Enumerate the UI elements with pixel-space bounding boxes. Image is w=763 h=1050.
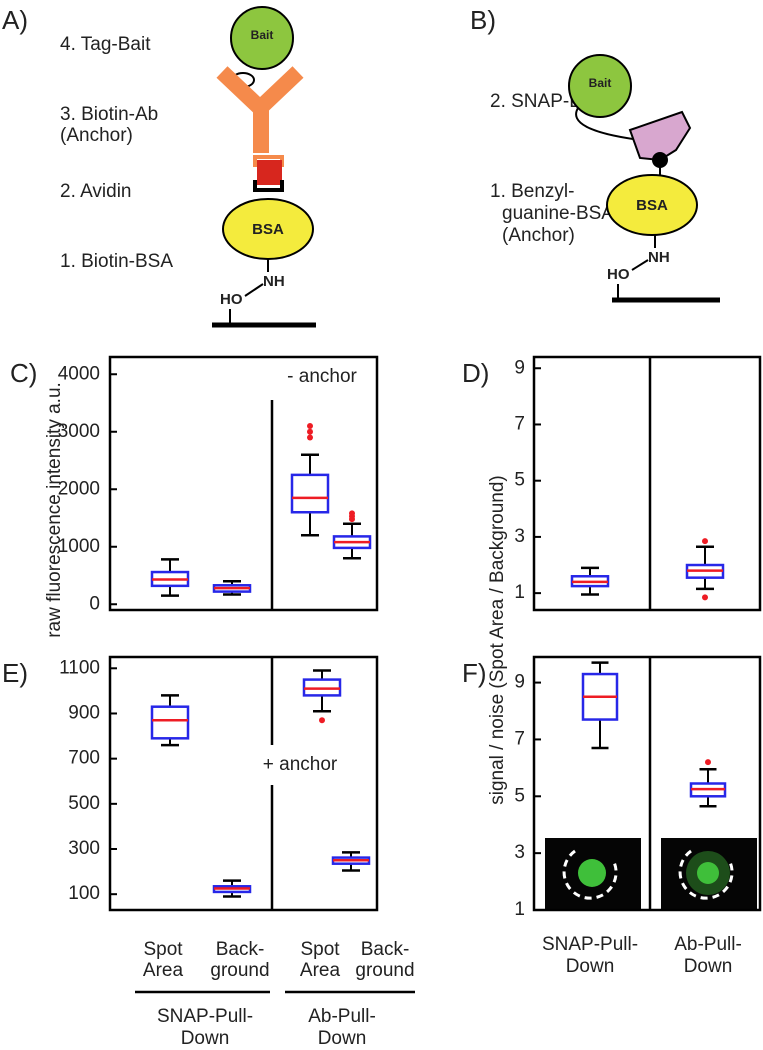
- label: 4. Tag-Bait: [60, 34, 151, 55]
- shape-label: Bait: [589, 76, 612, 90]
- bait-shape: [230, 6, 294, 70]
- plot-frame: [108, 655, 379, 912]
- label: 1. Benzyl-: [490, 181, 574, 202]
- y-tick-label: 100: [68, 883, 100, 904]
- y-tick-label: 3000: [58, 421, 100, 442]
- y-tick-label: 5: [514, 785, 525, 806]
- antibody: [216, 66, 304, 120]
- spot-outline: [562, 849, 618, 900]
- x-tick-label: Back-: [216, 939, 265, 960]
- chem-label: NH: [648, 249, 670, 266]
- y-tick-label: 9: [514, 672, 525, 693]
- y-tick-label: 900: [68, 702, 100, 723]
- panel-letter: F): [462, 658, 487, 688]
- antibody-stem: [253, 105, 269, 153]
- box: [290, 473, 330, 514]
- group-label: SNAP-Pull-: [157, 1006, 253, 1027]
- chem-label: HO: [607, 266, 630, 283]
- group-label: Down: [181, 1028, 230, 1049]
- schematic-a: A) 4. Tag-Bait 3. Biotin-Ab (Anchor) 2. …: [2, 5, 316, 328]
- linker: [575, 107, 641, 141]
- label: 1. Biotin-BSA: [60, 251, 173, 272]
- y-axis-label: raw fluorescence intensity a.u.: [44, 382, 65, 638]
- y-tick-label: 1100: [59, 657, 100, 678]
- x-tick-label: Spot: [300, 939, 340, 960]
- y-tick-label: 0: [89, 593, 100, 614]
- shape-label: Bait: [251, 28, 274, 42]
- y-tick-label: 9: [514, 357, 525, 378]
- outlier: [349, 510, 355, 517]
- outlier: [702, 594, 708, 601]
- x-tick-label: Area: [143, 960, 184, 981]
- panel-letter: A): [2, 5, 28, 35]
- y-tick-label: 2000: [58, 478, 100, 499]
- x-tick-label: Back-: [361, 939, 410, 960]
- x-tick-label: ground: [355, 960, 414, 981]
- outlier: [702, 538, 708, 545]
- bond: [631, 259, 649, 271]
- x-tick-label: Area: [300, 960, 341, 981]
- avidin: [257, 160, 282, 185]
- outlier: [319, 717, 325, 724]
- shape-label: BSA: [636, 197, 668, 214]
- y-tick-label: 4000: [58, 363, 100, 384]
- panel-letter: C): [10, 358, 37, 388]
- group-label: Ab-Pull-: [674, 934, 742, 955]
- annotation: + anchor: [263, 754, 338, 775]
- y-tick-label: 1: [514, 899, 525, 920]
- y-tick-label: 500: [68, 793, 100, 814]
- y-tick-label: 7: [514, 413, 525, 434]
- bsa-shape: [606, 174, 698, 236]
- plot-frame: [532, 355, 762, 612]
- y-tick-label: 3: [514, 842, 525, 863]
- y-tick-label: 1000: [58, 536, 100, 557]
- outlier: [307, 423, 313, 429]
- snap-tag: [628, 110, 692, 162]
- spot: [697, 862, 719, 884]
- chem-label: HO: [220, 291, 243, 308]
- label: guanine-BSA: [502, 203, 614, 224]
- spot-outline: [678, 849, 734, 900]
- outlier: [307, 428, 313, 435]
- y-tick-label: 700: [68, 748, 100, 769]
- plot-frame: [532, 655, 762, 912]
- box: [150, 705, 190, 740]
- y-tick-label: 300: [68, 838, 100, 859]
- outlier: [307, 434, 313, 441]
- panel-letter: E): [2, 658, 28, 688]
- label: 2. Avidin: [60, 181, 131, 202]
- panel-letter: D): [462, 358, 489, 388]
- biotin: [253, 180, 284, 192]
- label: (Anchor): [60, 125, 133, 146]
- y-tick-label: 5: [514, 470, 525, 491]
- y-axis-label: signal / noise (Spot Area / Background): [487, 475, 508, 805]
- schematic-b: B) 2. SNAP-Bait 1. Benzyl- guanine-BSA (…: [470, 5, 720, 303]
- label: 3. Biotin-Ab: [60, 104, 158, 125]
- chem-label: NH: [263, 273, 285, 290]
- bond: [244, 283, 264, 297]
- plot-frame: [108, 355, 379, 612]
- y-tick-label: 3: [514, 526, 525, 547]
- shape-label: BSA: [252, 221, 284, 238]
- y-tick-label: 1: [514, 582, 525, 603]
- group-label: Down: [318, 1028, 367, 1049]
- outlier: [705, 759, 711, 766]
- group-label: Down: [684, 956, 733, 977]
- y-tick-label: 7: [514, 728, 525, 749]
- label: (Anchor): [502, 225, 575, 246]
- x-tick-label: ground: [210, 960, 269, 981]
- annotation: - anchor: [287, 366, 357, 387]
- spot: [578, 859, 606, 887]
- inset-images: [545, 838, 757, 910]
- panel-letter: B): [470, 5, 496, 35]
- x-tick-label: Spot: [143, 939, 183, 960]
- group-label: Ab-Pull-: [308, 1006, 376, 1027]
- group-label: SNAP-Pull-: [542, 934, 638, 955]
- group-label: Down: [566, 956, 615, 977]
- bait-shape: [568, 54, 632, 118]
